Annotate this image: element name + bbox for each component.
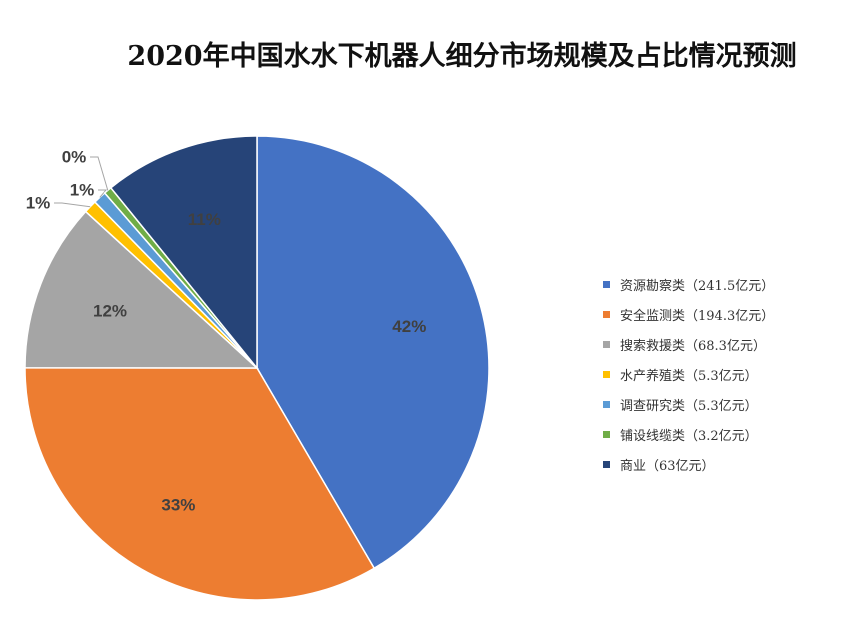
legend-item-resource: 资源勘察类（241.5亿元） — [603, 269, 774, 299]
legend: 资源勘察类（241.5亿元） 安全监测类（194.3亿元） 搜索救援类（68.3亿元… — [603, 269, 774, 479]
leader-line-aquaculture — [54, 202, 91, 208]
legend-swatch — [603, 340, 610, 348]
legend-label: 铺设线缆类（3.2亿元） — [620, 428, 758, 444]
legend-item-safety: 安全监测类（194.3亿元） — [603, 299, 774, 329]
legend-swatch — [603, 370, 610, 378]
legend-label: 资源勘察类（241.5亿元） — [620, 278, 775, 294]
legend-label: 调查研究类（5.3亿元） — [620, 398, 758, 414]
chart-title: 2020年中国水水下机器人细分市场规模及占比情况预测 — [127, 41, 797, 72]
leader-line-research — [98, 189, 108, 198]
legend-swatch — [603, 400, 610, 408]
data-label-safety: 33% — [161, 495, 195, 514]
data-label-aquaculture: 1% — [26, 194, 51, 213]
data-label-commercial: 11% — [188, 210, 221, 229]
pie-slice-rescue — [24, 210, 259, 369]
data-label-rescue: 12% — [93, 301, 127, 320]
legend-item-rescue: 搜索救援类（68.3亿元） — [603, 329, 774, 359]
legend-label: 商业（63亿元） — [620, 458, 715, 474]
legend-swatch — [603, 310, 610, 318]
data-label-research: 1% — [70, 181, 95, 200]
data-label-resource: 42% — [392, 317, 426, 336]
pie-slice-commercial — [109, 135, 258, 371]
legend-item-cable: 铺设线缆类（3.2亿元） — [603, 419, 774, 449]
data-label-cable: 0% — [62, 148, 87, 167]
legend-item-research: 调查研究类（5.3亿元） — [603, 389, 774, 419]
legend-label: 水产养殖类（5.3亿元） — [620, 368, 758, 384]
legend-item-aquaculture: 水产养殖类（5.3亿元） — [603, 359, 774, 389]
legend-label: 安全监测类（194.3亿元） — [620, 308, 775, 324]
legend-item-commercial: 商业（63亿元） — [603, 449, 774, 479]
pie-slice-resource — [256, 135, 490, 570]
legend-swatch — [603, 280, 610, 288]
legend-swatch — [603, 460, 610, 468]
legend-label: 搜索救援类（68.3亿元） — [620, 338, 766, 354]
leader-line-cable — [90, 156, 109, 191]
legend-swatch — [603, 430, 610, 438]
pie-slice-safety — [24, 366, 376, 601]
